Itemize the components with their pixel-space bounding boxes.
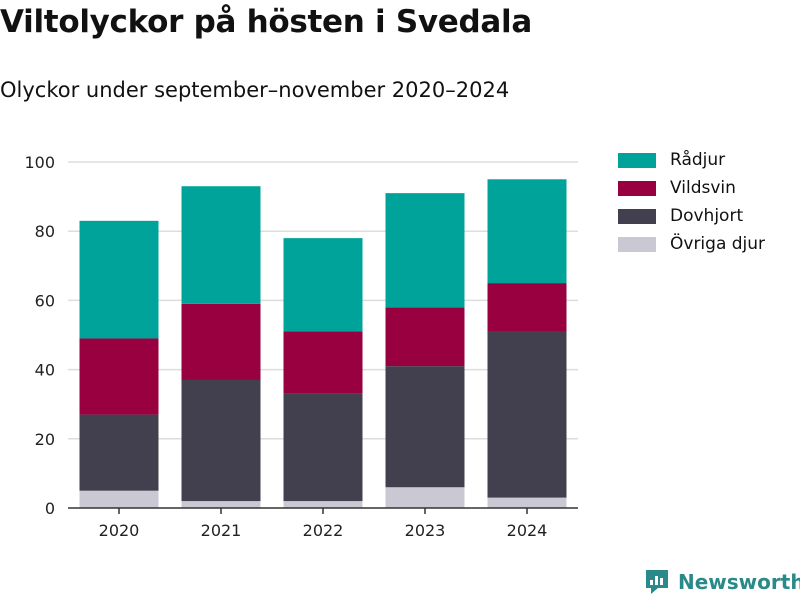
- bar-segment: [181, 501, 261, 508]
- y-tick-label: 0: [45, 499, 55, 518]
- x-tick-label: 2023: [405, 521, 446, 540]
- bar-segment: [181, 186, 261, 304]
- x-tick-label: 2024: [507, 521, 548, 540]
- x-tick-label: 2022: [303, 521, 344, 540]
- bar-segment: [283, 393, 363, 502]
- legend-item-vildsvin: Vildsvin: [618, 174, 765, 202]
- chart-subtitle: Olyckor under september–november 2020–20…: [0, 78, 510, 102]
- legend-swatch: [618, 208, 656, 224]
- bar-segment: [79, 220, 159, 339]
- y-tick-label: 60: [35, 291, 55, 310]
- bar-segment: [283, 501, 363, 508]
- brand-name: Newsworthy: [678, 570, 800, 594]
- legend-item-radjur: Rådjur: [618, 146, 765, 174]
- bar-segment: [385, 366, 465, 488]
- newsworthy-brand: Newsworthy: [644, 568, 800, 596]
- legend-swatch: [618, 180, 656, 196]
- bar-segment: [385, 307, 465, 367]
- x-tick-label: 2021: [201, 521, 242, 540]
- bar-segment: [283, 238, 363, 332]
- bar-segment: [283, 331, 363, 394]
- bar-segment: [79, 490, 159, 508]
- y-tick-label: 20: [35, 430, 55, 449]
- legend-label: Vildsvin: [670, 178, 736, 198]
- legend-item-ovriga-djur: Övriga djur: [618, 230, 765, 258]
- x-tick-label: 2020: [99, 521, 140, 540]
- newsworthy-logo-icon: [646, 570, 668, 594]
- legend-swatch: [618, 236, 656, 252]
- bar-segment: [487, 331, 567, 498]
- chart-title: Viltolyckor på hösten i Svedala: [0, 4, 532, 40]
- legend-label: Övriga djur: [670, 234, 766, 254]
- bar-segment: [487, 497, 567, 508]
- y-tick-label: 80: [35, 222, 55, 241]
- y-tick-label: 100: [24, 153, 55, 172]
- bar-segment: [385, 487, 465, 508]
- bar-segment: [79, 338, 159, 415]
- bars: [79, 179, 567, 508]
- bar-segment: [181, 379, 261, 502]
- bar-segment: [385, 193, 465, 308]
- y-tick-label: 40: [35, 361, 55, 380]
- bar-segment: [181, 303, 261, 380]
- axes: 0 20 40 60 80 100 2020 2021 2022 2023 2024: [24, 153, 578, 540]
- bar-segment: [79, 414, 159, 491]
- bar-segment: [487, 283, 567, 332]
- bar-segment: [487, 179, 567, 284]
- legend-swatch: [618, 152, 656, 168]
- legend-item-dovhjort: Dovhjort: [618, 202, 765, 230]
- legend-label: Dovhjort: [670, 206, 744, 226]
- legend: Rådjur Vildsvin Dovhjort Övriga djur: [618, 146, 765, 258]
- legend-label: Rådjur: [670, 150, 726, 170]
